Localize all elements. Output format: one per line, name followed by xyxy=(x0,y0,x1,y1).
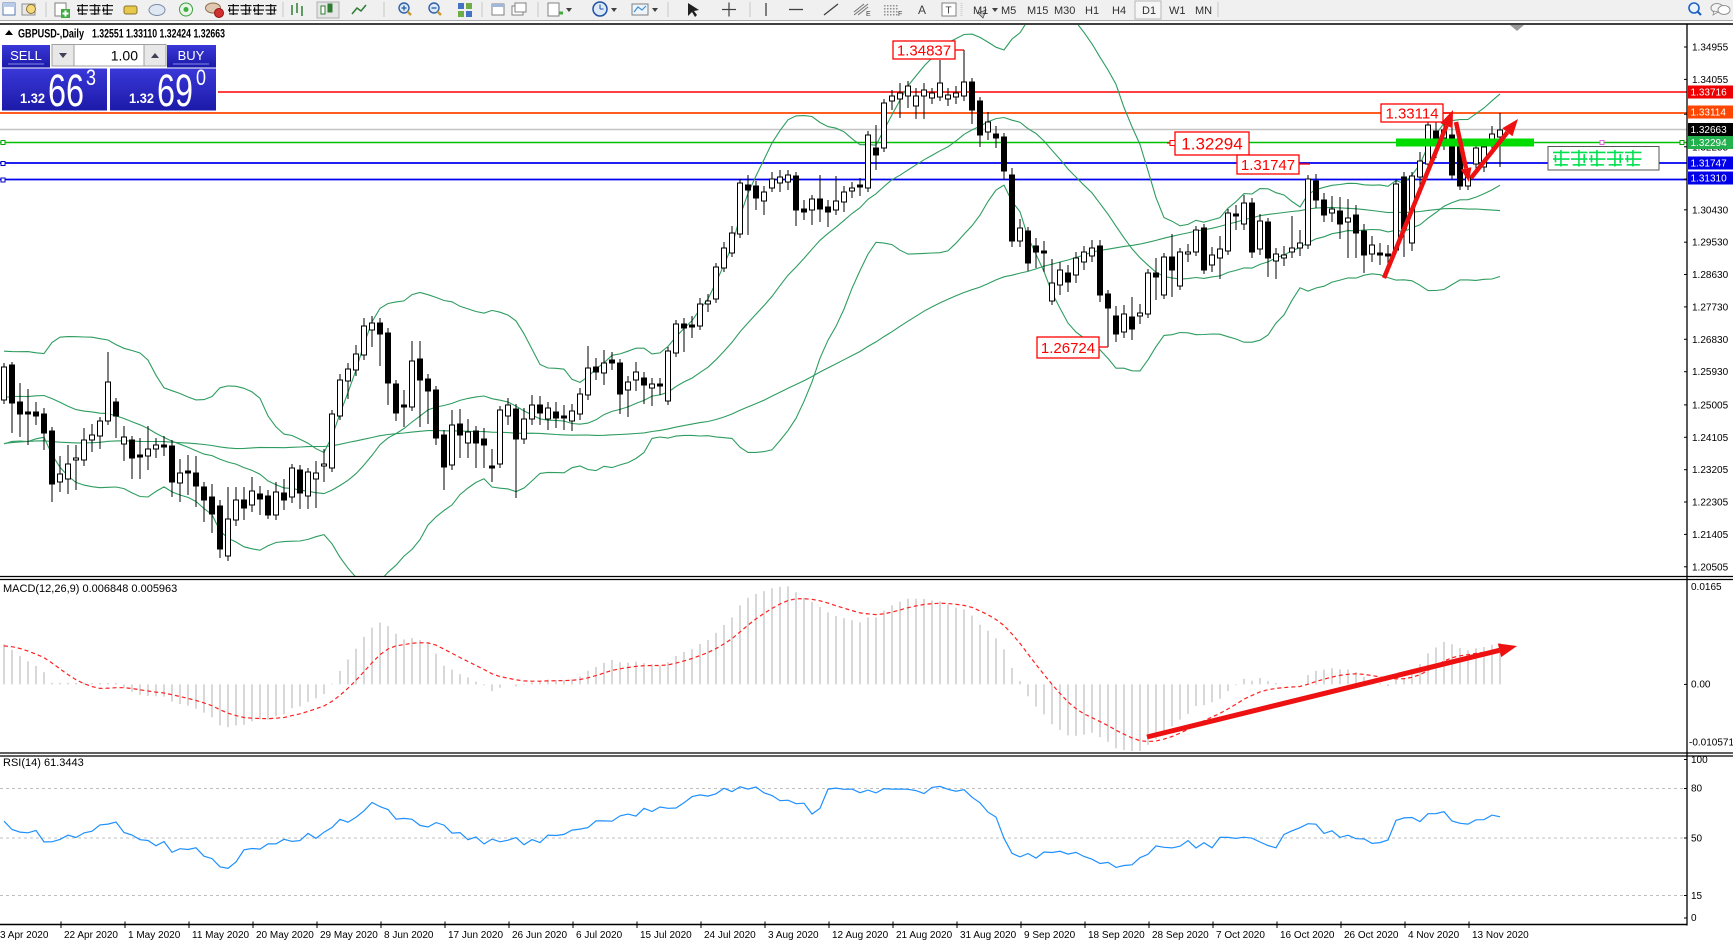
svg-text:1.34055: 1.34055 xyxy=(1692,75,1729,86)
svg-text:M15: M15 xyxy=(1027,5,1048,17)
svg-text:17 Jun 2020: 17 Jun 2020 xyxy=(448,930,503,941)
svg-text:1.23205: 1.23205 xyxy=(1692,465,1729,476)
svg-text:MACD(12,26,9) 0.006848 0.00596: MACD(12,26,9) 0.006848 0.005963 xyxy=(3,583,177,595)
svg-text:BUY: BUY xyxy=(178,48,205,63)
svg-text:0.0165: 0.0165 xyxy=(1691,582,1722,593)
svg-text:6 Jul 2020: 6 Jul 2020 xyxy=(576,930,623,941)
svg-text:T: T xyxy=(946,6,952,17)
svg-text:D1: D1 xyxy=(1142,5,1156,17)
svg-text:11 May 2020: 11 May 2020 xyxy=(192,930,250,941)
svg-text:1 May 2020: 1 May 2020 xyxy=(128,930,181,941)
svg-text:E: E xyxy=(866,11,871,18)
svg-text:0: 0 xyxy=(196,65,206,90)
svg-text:50: 50 xyxy=(1691,834,1703,845)
svg-text:16 Oct 2020: 16 Oct 2020 xyxy=(1280,930,1335,941)
svg-text:26 Oct 2020: 26 Oct 2020 xyxy=(1344,930,1399,941)
svg-text:1.30430: 1.30430 xyxy=(1692,205,1729,216)
svg-text:3: 3 xyxy=(86,65,96,90)
svg-text:1.26724: 1.26724 xyxy=(1041,340,1095,357)
svg-text:29 May 2020: 29 May 2020 xyxy=(320,930,378,941)
svg-text:-0.010571: -0.010571 xyxy=(1689,738,1733,749)
svg-text:8 Jun 2020: 8 Jun 2020 xyxy=(384,930,434,941)
svg-text:0.00: 0.00 xyxy=(1691,680,1711,691)
svg-text:A: A xyxy=(918,3,926,17)
svg-text:1.34955: 1.34955 xyxy=(1692,43,1729,54)
svg-text:1.34837: 1.34837 xyxy=(897,42,951,59)
svg-text:1.25930: 1.25930 xyxy=(1692,367,1729,378)
svg-text:1.32663: 1.32663 xyxy=(1691,125,1728,136)
svg-text:80: 80 xyxy=(1691,784,1703,795)
svg-text:26 Jun 2020: 26 Jun 2020 xyxy=(512,930,567,941)
svg-text:1.27730: 1.27730 xyxy=(1692,302,1729,313)
svg-text:100: 100 xyxy=(1691,755,1708,766)
svg-text:1.33716: 1.33716 xyxy=(1691,88,1728,99)
svg-text:66: 66 xyxy=(48,65,84,116)
svg-text:H1: H1 xyxy=(1085,5,1099,17)
svg-text:15: 15 xyxy=(1691,891,1703,902)
svg-text:1.31747: 1.31747 xyxy=(1241,157,1295,174)
svg-text:RSI(14) 61.3443: RSI(14) 61.3443 xyxy=(3,757,84,769)
svg-text:H4: H4 xyxy=(1112,5,1126,17)
svg-text:1.32294: 1.32294 xyxy=(1181,135,1242,154)
svg-text:1.24105: 1.24105 xyxy=(1692,433,1729,444)
svg-text:15 Jul 2020: 15 Jul 2020 xyxy=(640,930,692,941)
svg-text:1.32294: 1.32294 xyxy=(1691,138,1728,149)
svg-text:13 Nov 2020: 13 Nov 2020 xyxy=(1472,930,1529,941)
svg-text:1.25005: 1.25005 xyxy=(1692,400,1729,411)
svg-text:M5: M5 xyxy=(1001,5,1016,17)
svg-text:1.26830: 1.26830 xyxy=(1692,335,1729,346)
svg-text:1.00: 1.00 xyxy=(111,48,138,64)
svg-text:1.21405: 1.21405 xyxy=(1692,530,1729,541)
svg-text:24 Jul 2020: 24 Jul 2020 xyxy=(704,930,756,941)
svg-text:12 Aug 2020: 12 Aug 2020 xyxy=(832,930,889,941)
svg-text:1.31747: 1.31747 xyxy=(1691,159,1728,170)
svg-text:1.31310: 1.31310 xyxy=(1691,174,1728,185)
svg-text:1.28630: 1.28630 xyxy=(1692,270,1729,281)
svg-text:4 Nov 2020: 4 Nov 2020 xyxy=(1408,930,1460,941)
svg-text:7 Oct 2020: 7 Oct 2020 xyxy=(1216,930,1265,941)
svg-text:M30: M30 xyxy=(1054,5,1075,17)
svg-text:0: 0 xyxy=(1691,913,1697,924)
svg-text:1.32: 1.32 xyxy=(20,90,45,106)
svg-text:1.29530: 1.29530 xyxy=(1692,238,1729,249)
svg-text:W1: W1 xyxy=(1169,5,1186,17)
svg-text:28 Sep 2020: 28 Sep 2020 xyxy=(1152,930,1209,941)
svg-text:3 Aug 2020: 3 Aug 2020 xyxy=(768,930,819,941)
svg-text:M1: M1 xyxy=(973,5,988,17)
svg-text:1.20505: 1.20505 xyxy=(1692,562,1729,573)
svg-text:9 Sep 2020: 9 Sep 2020 xyxy=(1024,930,1076,941)
svg-text:20 May 2020: 20 May 2020 xyxy=(256,930,314,941)
svg-text:1.32: 1.32 xyxy=(129,90,154,106)
svg-text:SELL: SELL xyxy=(10,48,42,63)
svg-text:MN: MN xyxy=(1195,5,1212,17)
svg-text:31 Aug 2020: 31 Aug 2020 xyxy=(960,930,1017,941)
svg-text:1.33114: 1.33114 xyxy=(1385,105,1438,122)
svg-text:21 Aug 2020: 21 Aug 2020 xyxy=(896,930,953,941)
svg-text:3 Apr 2020: 3 Apr 2020 xyxy=(0,930,49,941)
svg-text:1.33114: 1.33114 xyxy=(1691,108,1727,119)
svg-text:1.32551 1.33110 1.32424 1.3266: 1.32551 1.33110 1.32424 1.32663 xyxy=(92,27,225,41)
svg-text:69: 69 xyxy=(157,65,193,116)
svg-text:18 Sep 2020: 18 Sep 2020 xyxy=(1088,930,1145,941)
svg-text:22 Apr 2020: 22 Apr 2020 xyxy=(64,930,118,941)
svg-text:GBPUSD-,Daily: GBPUSD-,Daily xyxy=(18,27,84,41)
svg-text:1.22305: 1.22305 xyxy=(1692,498,1729,509)
svg-text:F: F xyxy=(898,11,902,18)
